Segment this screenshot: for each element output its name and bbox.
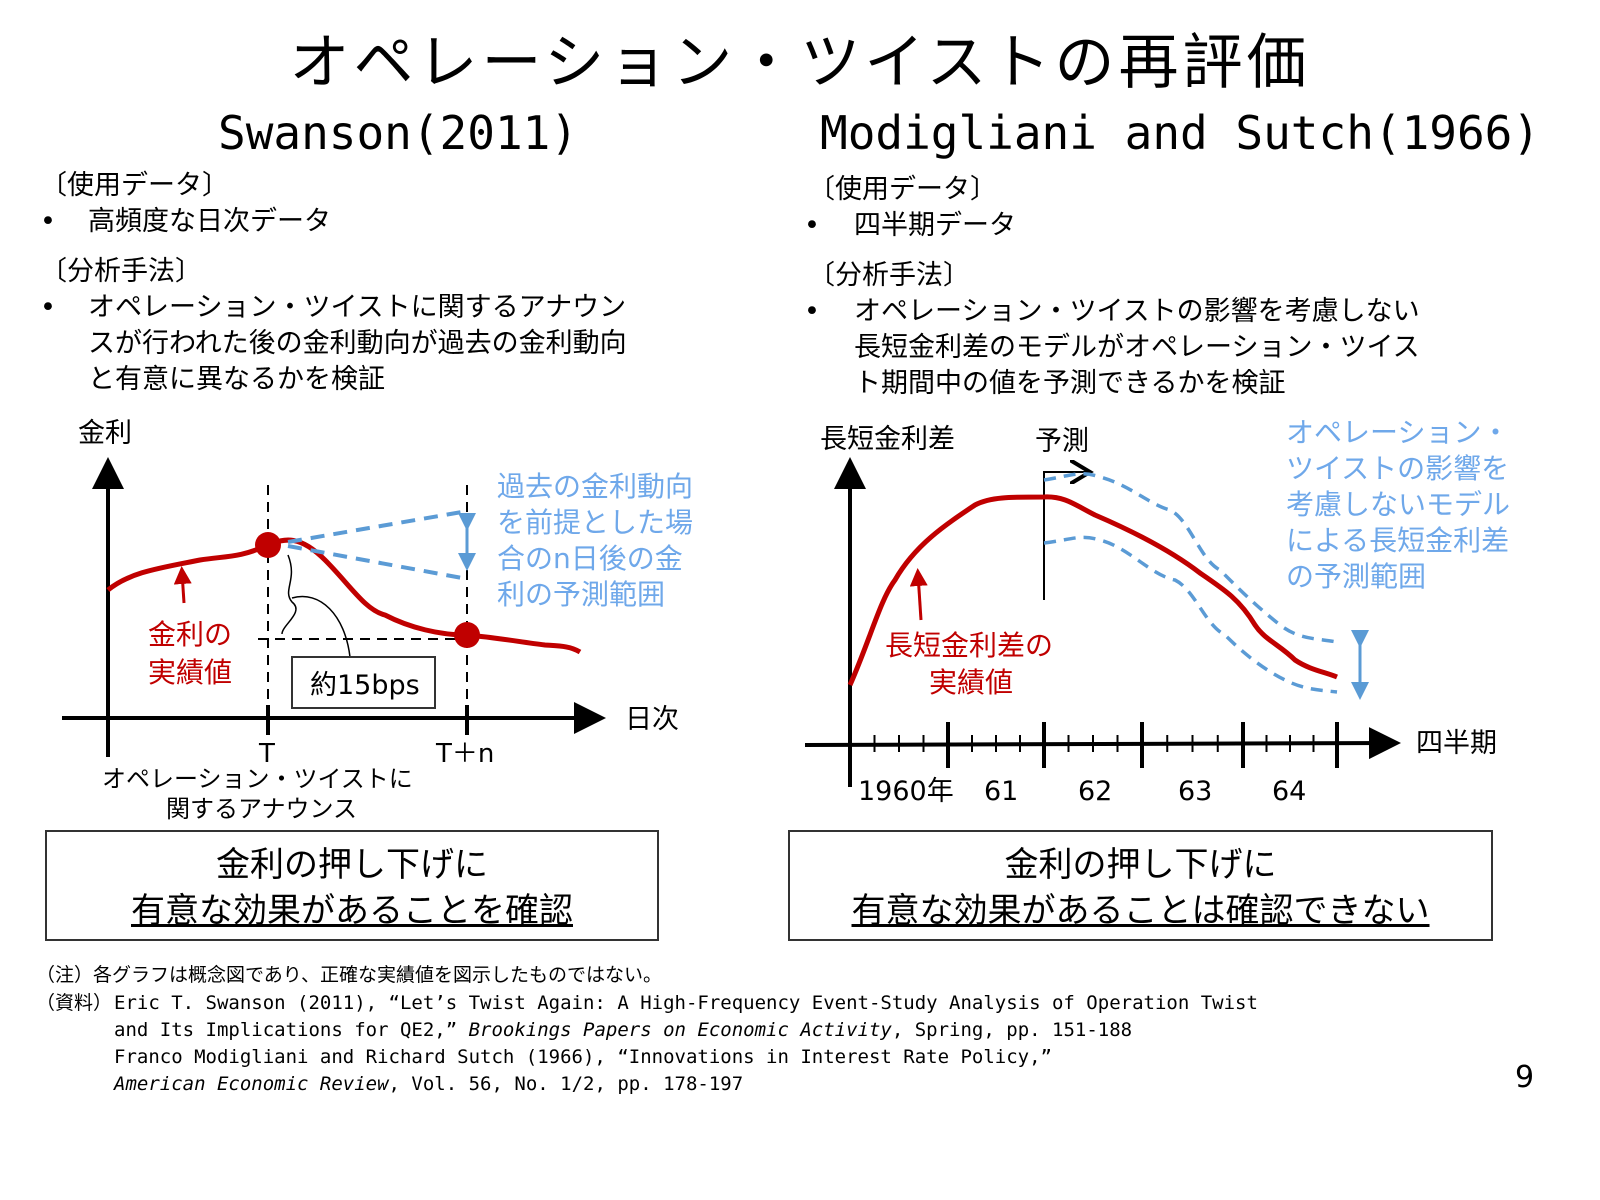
tick-tn: T＋n [435,739,494,769]
text: , Spring, pp. 151-188 [891,1019,1133,1041]
actual-label-2: 実績値 [148,656,232,689]
x-tick-label: 62 [1078,776,1112,807]
spread-pointer-arrow [909,568,928,621]
point-tn [454,622,480,648]
conclusion-line: 金利の押し下げに [216,845,488,885]
x-tick-label: 63 [1178,776,1212,807]
line: 長短金利差のモデルがオペレーション・ツイス [854,332,1420,363]
left-actual-rate-line [106,537,582,655]
left-conclusion-box: 金利の押し下げに 有意な効果があることを確認 [45,830,659,941]
source-2-line-1: Franco Modigliani and Richard Sutch (196… [114,1046,1052,1068]
right-conclusion-box: 金利の押し下げに 有意な効果があることは確認できない [788,830,1493,941]
actual-label-1: 金利の [148,618,232,651]
right-diagram: 長短金利差 予測 四半期 1960年 61 62 63 64 長短金利差の 実績… [804,416,1510,807]
right-method-label: 〔分析手法〕 [808,260,970,291]
left-method-label: 〔分析手法〕 [40,256,202,287]
left-diagram: 金利 日次 T T＋n オペレーション・ツイストに 関するアナウンス 約15bp… [62,418,693,823]
right-x-axis-label: 四半期 [1416,728,1497,759]
footnote-source-label: （資料） [36,992,113,1014]
left-data-item: 高頻度な日次データ [88,206,331,237]
page-number: 9 [1515,1060,1535,1095]
forecast-label-2: を前提とした場 [497,506,693,539]
right-heading: Modigliani and Sutch(1966) [820,106,1541,160]
left-data-bullet: • [40,206,56,237]
conclusion-line: 金利の押し下げに [1004,845,1277,885]
right-data-item: 四半期データ [854,210,1016,241]
tick-t: T [258,739,275,769]
right-data-bullet: • [804,210,820,241]
right-method-text: オペレーション・ツイストの影響を考慮しない 長短金利差のモデルがオペレーション・… [854,294,1420,402]
forecast-lower-line [287,544,463,580]
line: と有意に異なるかを検証 [88,364,385,395]
forecast-marker-label: 予測 [1035,426,1089,457]
text: , Vol. 56, No. 1/2, pp. 178-197 [388,1073,744,1095]
model-label-1: オペレーション・ [1286,416,1509,449]
left-method-bullet: • [40,292,56,323]
right-actual-spread-line [847,494,1338,687]
brace-icon [281,554,297,635]
forecast-label-4: 利の予測範囲 [497,578,665,611]
x-axis-ticks [848,722,1339,768]
spread-actual-label-1: 長短金利差の [885,629,1053,662]
x-tick-label: 61 [984,776,1018,807]
model-label-3: 考慮しないモデル [1286,488,1510,521]
line: オペレーション・ツイストの影響を考慮しない [854,296,1420,327]
forecast-upper-line [287,510,463,544]
journal: American Economic Review [114,1073,389,1095]
right-method-bullet: • [804,296,820,327]
text: and Its Implications for QE2,” [114,1019,469,1041]
point-t [255,532,281,558]
spread-actual-label-2: 実績値 [929,666,1013,699]
effect-box [291,656,436,709]
actual-pointer-arrow [173,566,192,604]
footnote-note: （注）各グラフは概念図であり、正確な実績値を図示したものではない。 [36,964,663,986]
journal: Brookings Papers on Economic Activity [468,1019,892,1041]
line: オペレーション・ツイストに関するアナウン [88,292,627,323]
effect-label: 約15bps [310,670,420,701]
line: ト期間中の値を予測できるかを検証 [854,368,1286,399]
right-y-axis-label: 長短金利差 [820,424,955,455]
x-tick-label: 1960年 [858,776,954,807]
source-2-line-2: American Economic Review, Vol. 56, No. 1… [114,1071,743,1098]
left-heading: Swanson(2011) [218,106,579,160]
left-method-text: オペレーション・ツイストに関するアナウン スが行われた後の金利動向が過去の金利動… [88,290,627,398]
right-x-axis [804,727,1401,760]
model-label-2: ツイストの影響を [1286,452,1509,485]
announce-line-1: オペレーション・ツイストに [102,765,413,793]
left-x-axis-label: 日次 [625,704,679,735]
forecast-label-3: 合のn日後の金 [497,542,683,575]
left-data-label: 〔使用データ〕 [40,170,229,201]
callout-line [291,595,351,658]
forecast-label-1: 過去の金利動向 [497,470,693,503]
conclusion-line-underlined: 有意な効果があることは確認できない [851,891,1430,931]
forecast-start-marker [1043,472,1090,600]
conclusion-line-underlined: 有意な効果があることを確認 [131,891,573,931]
left-y-axis-label: 金利 [78,418,132,449]
model-label-4: による長短金利差 [1286,524,1509,557]
source-1-line-1: Eric T. Swanson (2011), “Let’s Twist Aga… [114,992,1258,1014]
source-1-line-2: and Its Implications for QE2,” Brookings… [114,1017,1132,1044]
x-tick-label: 64 [1272,776,1306,807]
model-label-5: の予測範囲 [1286,560,1426,593]
announce-line-2: 関するアナウンス [166,795,357,823]
line: スが行われた後の金利動向が過去の金利動向 [88,328,627,359]
right-data-label: 〔使用データ〕 [808,174,997,205]
slide-title: オペレーション・ツイストの再評価 [289,28,1311,98]
